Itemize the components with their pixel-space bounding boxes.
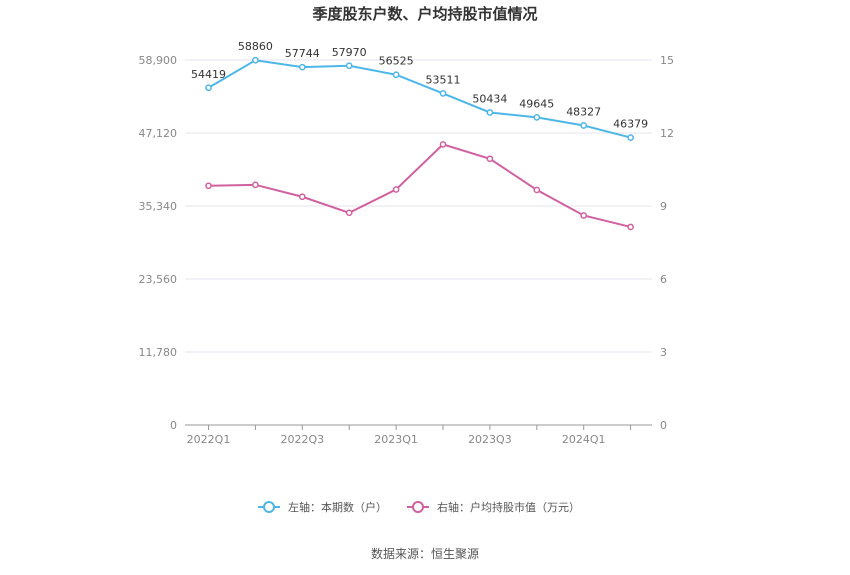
left-tick-label: 11,780	[139, 346, 178, 359]
left-tick-label: 35,340	[139, 200, 178, 213]
series-2-point	[580, 212, 588, 219]
legend-item-1[interactable]: 左轴：本期数（户）	[258, 500, 387, 514]
right-tick-label: 3	[660, 346, 667, 359]
x-tick-label: 2022Q1	[187, 433, 231, 446]
series-1-point	[252, 56, 259, 64]
series-2-point	[533, 186, 541, 194]
x-tick-label: 2022Q3	[280, 433, 324, 446]
series-2-point	[392, 186, 400, 193]
series-2-point	[205, 182, 212, 190]
x-axis: 2022Q1 2022Q3 2023Q1 2023Q3 2024Q1	[187, 425, 632, 446]
series-1-point	[486, 109, 494, 116]
chart-title: 季度股东户数、户均持股市值情况	[312, 5, 537, 23]
grid-lines	[185, 59, 652, 426]
series-line-1	[207, 59, 631, 139]
left-tick-label: 58,900	[139, 54, 178, 67]
data-label: 53511	[426, 73, 461, 86]
series-2-point	[439, 141, 447, 148]
right-tick-label: 9	[660, 200, 667, 213]
data-label: 57744	[285, 47, 320, 60]
series-1-point	[533, 114, 541, 121]
data-label: 50434	[472, 92, 507, 105]
data-label: 54419	[191, 68, 226, 81]
right-tick-label: 6	[660, 273, 667, 286]
series-2-point	[486, 155, 494, 163]
series-1-point	[298, 63, 306, 71]
series-line-2	[208, 143, 631, 228]
series-1-point	[580, 122, 588, 129]
right-tick-label: 12	[660, 127, 674, 140]
legend-label: 右轴：户均持股市值（万元）	[437, 500, 580, 514]
series-2-point	[252, 181, 259, 189]
legend-item-2[interactable]: 右轴：户均持股市值（万元）	[407, 500, 580, 514]
legend-label: 左轴：本期数（户）	[288, 500, 387, 514]
series-1-point	[392, 71, 400, 79]
left-tick-label: 47,120	[139, 127, 178, 140]
data-label: 49645	[519, 97, 554, 110]
x-tick-label: 2024Q1	[562, 433, 606, 446]
left-tick-label: 23,560	[139, 273, 178, 286]
legend-marker-icon	[412, 501, 424, 513]
series-2-point	[627, 223, 634, 231]
series-1-point	[345, 62, 353, 70]
data-label: 46379	[613, 118, 648, 131]
source-note: 数据来源：恒生聚源	[371, 546, 479, 561]
legend-marker-icon	[263, 501, 275, 513]
right-tick-label: 0	[660, 419, 667, 432]
x-tick-label: 2023Q1	[374, 433, 418, 446]
data-label: 48327	[566, 106, 601, 119]
data-label: 57970	[332, 46, 367, 59]
series-2-point	[345, 209, 353, 217]
right-axis: 0 3 6 9 12 15	[660, 54, 674, 432]
left-axis: 0 11,780 23,560 35,340 47,120 58,900	[139, 54, 178, 432]
left-tick-label: 0	[170, 419, 177, 432]
series-1-point	[439, 90, 447, 97]
data-label: 56525	[379, 55, 414, 68]
series-1-point	[627, 134, 634, 141]
data-label: 58860	[238, 40, 273, 53]
series-1-point	[205, 84, 212, 92]
series-layer: 54419 58860 57744 57970 56525 53511 50434 49645…	[191, 40, 648, 231]
series-2-point	[298, 193, 306, 201]
x-tick-label: 2023Q3	[468, 433, 512, 446]
legend[interactable]: 左轴：本期数（户） 右轴：户均持股市值（万元）	[258, 500, 580, 514]
right-tick-label: 15	[660, 54, 674, 67]
